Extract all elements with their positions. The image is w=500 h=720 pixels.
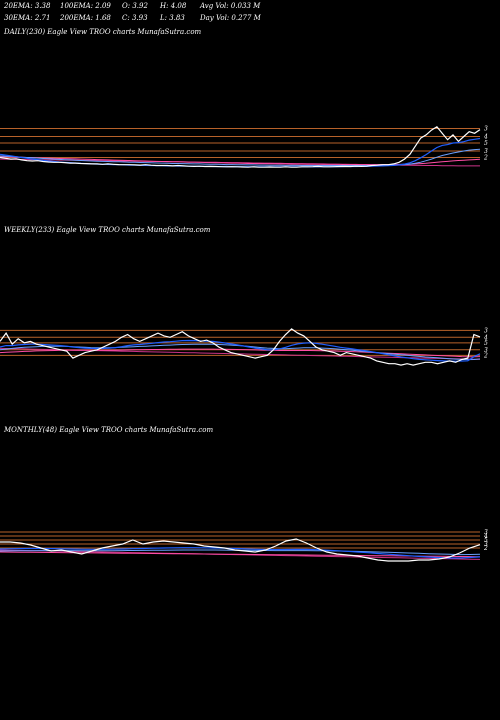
stat-day-vol: Day Vol: 0.277 M: [200, 14, 261, 22]
monthly-level-label: 2: [483, 545, 488, 552]
stat-high: H: 4.08: [160, 2, 187, 10]
monthly-level-label: 4: [483, 533, 488, 540]
monthly-price-line: [0, 538, 481, 562]
weekly-level-label: 3: [484, 327, 488, 334]
daily-level-label: 5: [484, 140, 488, 147]
weekly-level-label: 5: [484, 340, 488, 347]
stat-close: C: 3.93: [122, 14, 148, 22]
weekly-ma-line-3: [0, 348, 481, 358]
weekly-level-label: 3: [484, 347, 488, 354]
stat-avg-vol: Avg Vol: 0.033 M: [200, 2, 261, 10]
weekly-chart-title: WEEKLY(233) Eagle View TROO charts Munaf…: [4, 226, 211, 234]
stat-100ema: 100EMA: 2.09: [60, 2, 111, 10]
daily-level-label: 3: [484, 125, 488, 132]
daily-level-label: 3: [484, 148, 488, 155]
stat-open: O: 3.92: [122, 2, 148, 10]
monthly-level-label: 5: [484, 537, 488, 544]
monthly-chart-title: MONTHLY(48) Eagle View TROO charts Munaf…: [4, 426, 214, 434]
daily-level-label: 2: [483, 154, 488, 161]
weekly-price-line: [0, 328, 481, 366]
monthly-ma-line-3: [0, 551, 481, 558]
daily-price-line: [0, 126, 481, 168]
weekly-level-label: 2: [483, 352, 488, 359]
daily-level-label: 4: [483, 134, 488, 141]
weekly-ma-line-1: [0, 339, 481, 362]
weekly-level-label: 4: [483, 334, 488, 341]
stat-low: L: 3.83: [160, 14, 185, 22]
monthly-level-label: 3: [484, 529, 488, 536]
daily-chart-title: DAILY(230) Eagle View TROO charts Munafa…: [4, 28, 202, 36]
stat-20ema: 20EMA: 3.38: [4, 2, 51, 10]
stat-30ema: 30EMA: 2.71: [4, 14, 51, 22]
monthly-level-label: 3: [484, 541, 488, 548]
stat-200ema: 200EMA: 1.68: [60, 14, 111, 22]
monthly-ma-line-1: [0, 547, 481, 559]
